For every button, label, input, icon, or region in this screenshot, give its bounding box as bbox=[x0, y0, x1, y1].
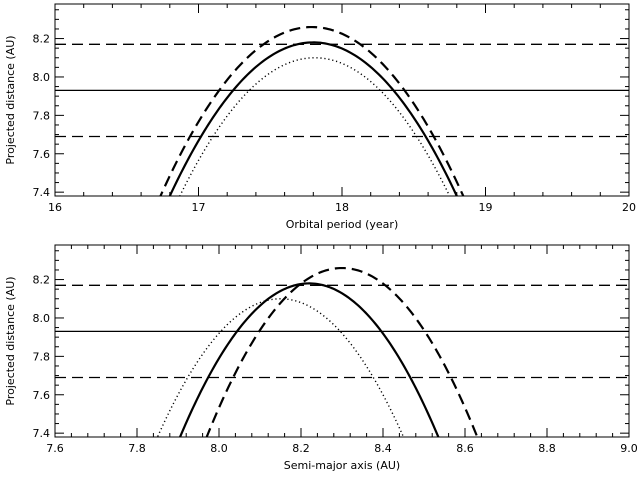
curve-dotted bbox=[156, 298, 405, 437]
y-tick-label: 7.6 bbox=[33, 148, 51, 161]
curve-dashed bbox=[205, 266, 479, 437]
x-axis-title: Orbital period (year) bbox=[286, 218, 399, 231]
top-panel: 16 17 18 19 20 7.4 7.6 7.8 8.0 8.2 Orbital period … bbox=[4, 3, 636, 231]
y-tick-label: 7.8 bbox=[33, 350, 51, 363]
x-tick-label: 8.8 bbox=[538, 442, 556, 455]
x-tick-label: 8.0 bbox=[210, 442, 228, 455]
x-tick-label: 9.0 bbox=[620, 442, 638, 455]
curve-dashed bbox=[159, 25, 465, 196]
bottom-panel: 7.6 7.8 8.0 8.2 8.4 8.6 8.8 9.0 7.4 7.6 7.8 8.0 8.2 S… bbox=[4, 244, 638, 472]
x-tick-label: 19 bbox=[479, 201, 493, 214]
x-tick-label: 7.8 bbox=[128, 442, 146, 455]
x-tick-label: 8.6 bbox=[456, 442, 474, 455]
y-tick-label: 7.4 bbox=[33, 427, 51, 440]
x-tick-label: 17 bbox=[192, 201, 206, 214]
y-tick-label: 8.2 bbox=[33, 274, 51, 287]
x-tick-label: 7.6 bbox=[46, 442, 64, 455]
curve-solid bbox=[178, 282, 440, 437]
x-tick-label: 8.4 bbox=[374, 442, 392, 455]
y-tick-label: 7.8 bbox=[33, 109, 51, 122]
y-tick-label: 8.0 bbox=[33, 71, 51, 84]
x-tick-label: 20 bbox=[622, 201, 636, 214]
y-tick-label: 8.2 bbox=[33, 33, 51, 46]
x-axis-title: Semi-major axis (AU) bbox=[284, 459, 400, 472]
x-tick-label: 8.2 bbox=[292, 442, 310, 455]
plot-frame bbox=[54, 244, 630, 438]
y-tick-label: 7.4 bbox=[33, 186, 51, 199]
y-axis-title: Projected distance (AU) bbox=[4, 276, 17, 405]
x-tick-label: 16 bbox=[48, 201, 62, 214]
y-tick-label: 8.0 bbox=[33, 312, 51, 325]
x-tick-label: 18 bbox=[335, 201, 349, 214]
curve-solid bbox=[168, 41, 459, 196]
plot-area bbox=[55, 266, 629, 437]
y-tick-label: 7.6 bbox=[33, 389, 51, 402]
curve-dotted bbox=[179, 57, 451, 196]
plot-area bbox=[55, 25, 629, 196]
y-axis-title: Projected distance (AU) bbox=[4, 35, 17, 164]
